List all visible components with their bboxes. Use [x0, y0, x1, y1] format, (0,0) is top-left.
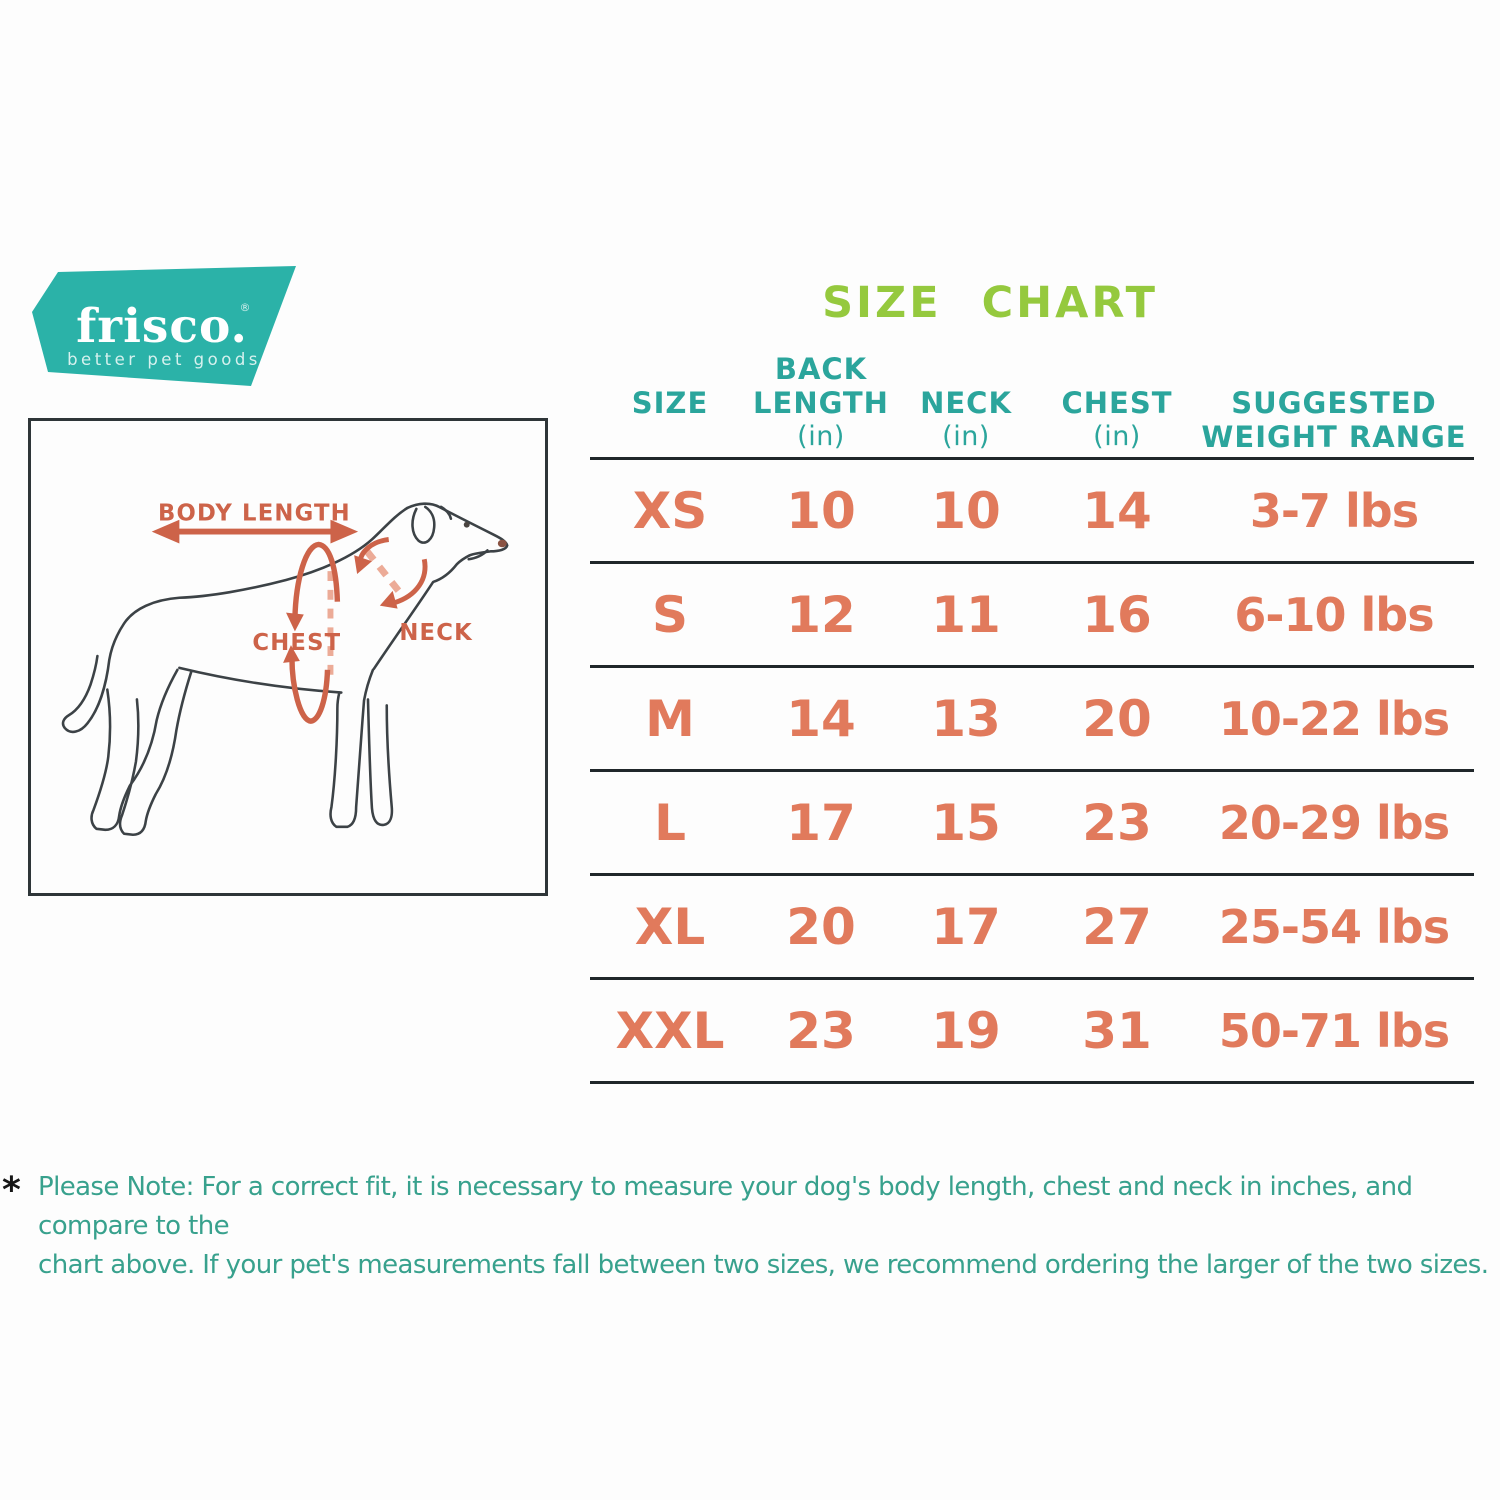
cell-back-length: 14: [786, 689, 856, 748]
body-length-label: BODY LENGTH: [158, 501, 351, 527]
logo-banner-shape: [32, 266, 296, 386]
cell-back-length: 10: [786, 481, 856, 540]
footnote-line-1: Please Note: For a correct fit, it is ne…: [38, 1172, 1413, 1241]
cell-neck: 15: [931, 793, 1001, 852]
cell-size: L: [654, 793, 686, 852]
cell-weight: 10-22 lbs: [1218, 691, 1450, 746]
frisco-logo: frisco. ® better pet goods: [30, 264, 298, 388]
cell-neck: 19: [931, 1001, 1001, 1060]
cell-neck: 17: [931, 897, 1001, 956]
frisco-logo-banner: frisco. ® better pet goods: [32, 266, 296, 386]
cell-chest: 27: [1082, 897, 1152, 956]
table-row-s: S 12 11 16 6-10 lbs: [590, 564, 1474, 668]
footnote-line-2: chart above. If your pet's measurements …: [38, 1250, 1489, 1280]
footnote: * Please Note: For a correct fit, it is …: [2, 1168, 1496, 1285]
cell-size: XL: [634, 897, 706, 956]
column-header-neck: NECK (in): [920, 386, 1012, 452]
cell-weight: 50-71 lbs: [1218, 1003, 1450, 1058]
table-row-l: L 17 15 23 20-29 lbs: [590, 772, 1474, 876]
cell-weight: 20-29 lbs: [1218, 795, 1450, 850]
chest-label: CHEST: [252, 630, 341, 656]
cell-weight: 6-10 lbs: [1234, 587, 1434, 642]
logo-brand-text: frisco.: [76, 299, 248, 354]
measurement-diagram-box: BODY LENGTH CHEST NECK: [28, 418, 548, 896]
cell-size: S: [651, 585, 688, 644]
cell-neck: 11: [931, 585, 1001, 644]
body-length-arrow: [151, 519, 359, 544]
dog-outline-drawing: [61, 502, 509, 837]
table-row-xl: XL 20 17 27 25-54 lbs: [590, 876, 1474, 980]
cell-back-length: 23: [786, 1001, 856, 1060]
neck-dashed-guide: [364, 549, 402, 593]
cell-size: M: [645, 689, 695, 748]
footnote-text: Please Note: For a correct fit, it is ne…: [38, 1168, 1496, 1285]
page-title: SIZE CHART: [822, 278, 1158, 328]
cell-chest: 31: [1082, 1001, 1152, 1060]
size-table: SIZE BACK LENGTH (in) NECK (in) CHEST (i…: [590, 345, 1474, 1084]
cell-back-length: 17: [786, 793, 856, 852]
chest-measure-arrows: [283, 541, 341, 724]
cell-back-length: 20: [786, 897, 856, 956]
logo-registered-icon: ®: [240, 301, 251, 314]
dog-eye: [463, 521, 470, 528]
cell-chest: 20: [1082, 689, 1152, 748]
cell-chest: 16: [1082, 585, 1152, 644]
cell-chest: 23: [1082, 793, 1152, 852]
column-header-weight-range: SUGGESTED WEIGHT RANGE: [1201, 386, 1467, 454]
column-header-chest: CHEST (in): [1061, 386, 1173, 452]
logo-tagline: better pet goods: [67, 350, 261, 369]
table-header-row: SIZE BACK LENGTH (in) NECK (in) CHEST (i…: [590, 345, 1474, 460]
cell-weight: 3-7 lbs: [1249, 483, 1419, 538]
column-header-back-length: BACK LENGTH (in): [753, 352, 889, 452]
column-header-size: SIZE: [631, 386, 709, 420]
cell-back-length: 12: [786, 585, 856, 644]
neck-label: NECK: [399, 620, 473, 646]
dog-measurement-diagram: BODY LENGTH CHEST NECK: [61, 501, 509, 837]
cell-size: XS: [632, 481, 708, 540]
cell-chest: 14: [1082, 481, 1152, 540]
table-row-xs: XS 10 10 14 3-7 lbs: [590, 460, 1474, 564]
footnote-asterisk: *: [2, 1170, 21, 1211]
cell-weight: 25-54 lbs: [1218, 899, 1450, 954]
table-row-xxl: XXL 23 19 31 50-71 lbs: [590, 980, 1474, 1084]
dog-nose: [497, 539, 507, 548]
table-row-m: M 14 13 20 10-22 lbs: [590, 668, 1474, 772]
cell-size: XXL: [615, 1001, 725, 1060]
neck-measure-arrows: [354, 537, 428, 609]
cell-neck: 13: [931, 689, 1001, 748]
cell-neck: 10: [931, 481, 1001, 540]
